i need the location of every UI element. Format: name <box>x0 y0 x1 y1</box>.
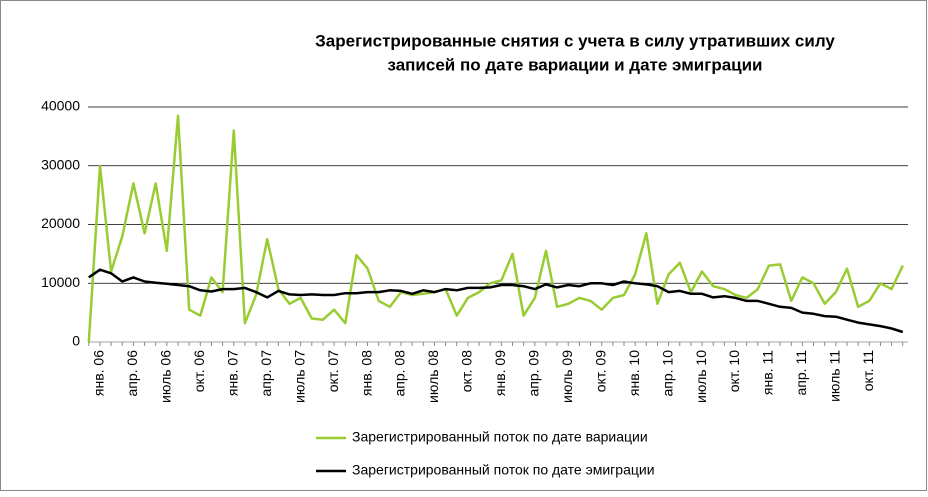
y-tick-label: 0 <box>72 333 80 349</box>
y-tick-label: 20000 <box>41 215 80 231</box>
x-tick-label: янв. 08 <box>358 350 374 396</box>
x-tick-label: июль 06 <box>158 350 174 403</box>
legend-label: Зарегистрированный поток по дате вариаци… <box>352 429 648 445</box>
series-line <box>87 114 904 343</box>
x-tick-label: июль 07 <box>291 350 307 403</box>
x-tick-label: окт. 07 <box>325 350 341 392</box>
chart-title: Зарегистрированные снятия с учета в силу… <box>315 31 835 50</box>
x-tick-label: апр. 07 <box>258 350 274 397</box>
x-tick-label: апр. 09 <box>526 350 542 397</box>
x-tick-label: окт. 10 <box>726 350 742 392</box>
y-tick-label: 10000 <box>41 274 80 290</box>
y-tick-label: 30000 <box>41 156 80 172</box>
x-tick-label: янв. 06 <box>91 350 107 396</box>
x-tick-label: янв. 10 <box>626 350 642 396</box>
y-tick-label: 40000 <box>41 98 80 114</box>
x-tick-label: янв. 07 <box>224 350 240 396</box>
chart-title: записей по дате вариации и дате эмиграци… <box>387 55 762 74</box>
x-tick-label: окт. 08 <box>459 350 475 392</box>
x-tick-label: апр. 10 <box>659 350 675 397</box>
x-tick-label: апр. 11 <box>793 350 809 396</box>
x-tick-label: окт. 06 <box>191 350 207 392</box>
legend-label: Зарегистрированный поток по дате эмиграц… <box>352 462 655 478</box>
x-tick-label: окт. 11 <box>860 350 876 391</box>
x-tick-label: янв. 11 <box>760 350 776 395</box>
x-tick-label: окт. 09 <box>592 350 608 392</box>
x-tick-label: апр. 08 <box>392 350 408 397</box>
x-tick-label: июль 09 <box>559 350 575 403</box>
x-tick-label: июль 11 <box>827 350 843 402</box>
x-tick-label: апр. 06 <box>124 350 140 397</box>
x-tick-label: июль 10 <box>693 350 709 403</box>
x-tick-label: июль 08 <box>425 350 441 403</box>
x-tick-label: янв. 09 <box>492 350 508 396</box>
series-line <box>88 268 904 334</box>
